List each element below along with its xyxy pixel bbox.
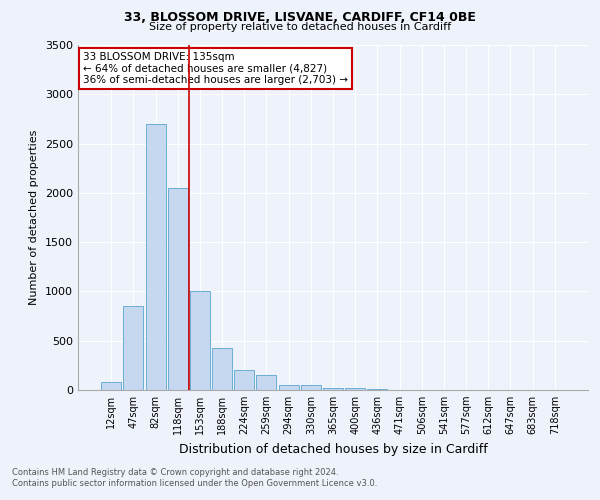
X-axis label: Distribution of detached houses by size in Cardiff: Distribution of detached houses by size … xyxy=(179,442,487,456)
Bar xyxy=(256,375,277,390)
Bar xyxy=(168,188,188,390)
Bar xyxy=(146,124,166,390)
Bar xyxy=(323,388,343,390)
Bar xyxy=(278,384,299,390)
Bar xyxy=(212,348,232,390)
Text: 33 BLOSSOM DRIVE: 135sqm
← 64% of detached houses are smaller (4,827)
36% of sem: 33 BLOSSOM DRIVE: 135sqm ← 64% of detach… xyxy=(83,52,348,85)
Text: Contains HM Land Registry data © Crown copyright and database right 2024.
Contai: Contains HM Land Registry data © Crown c… xyxy=(12,468,377,487)
Bar xyxy=(367,389,388,390)
Y-axis label: Number of detached properties: Number of detached properties xyxy=(29,130,40,305)
Bar xyxy=(101,382,121,390)
Text: Size of property relative to detached houses in Cardiff: Size of property relative to detached ho… xyxy=(149,22,451,32)
Bar xyxy=(234,370,254,390)
Bar xyxy=(190,292,210,390)
Text: 33, BLOSSOM DRIVE, LISVANE, CARDIFF, CF14 0BE: 33, BLOSSOM DRIVE, LISVANE, CARDIFF, CF1… xyxy=(124,11,476,24)
Bar xyxy=(124,306,143,390)
Bar xyxy=(301,384,321,390)
Bar xyxy=(345,388,365,390)
